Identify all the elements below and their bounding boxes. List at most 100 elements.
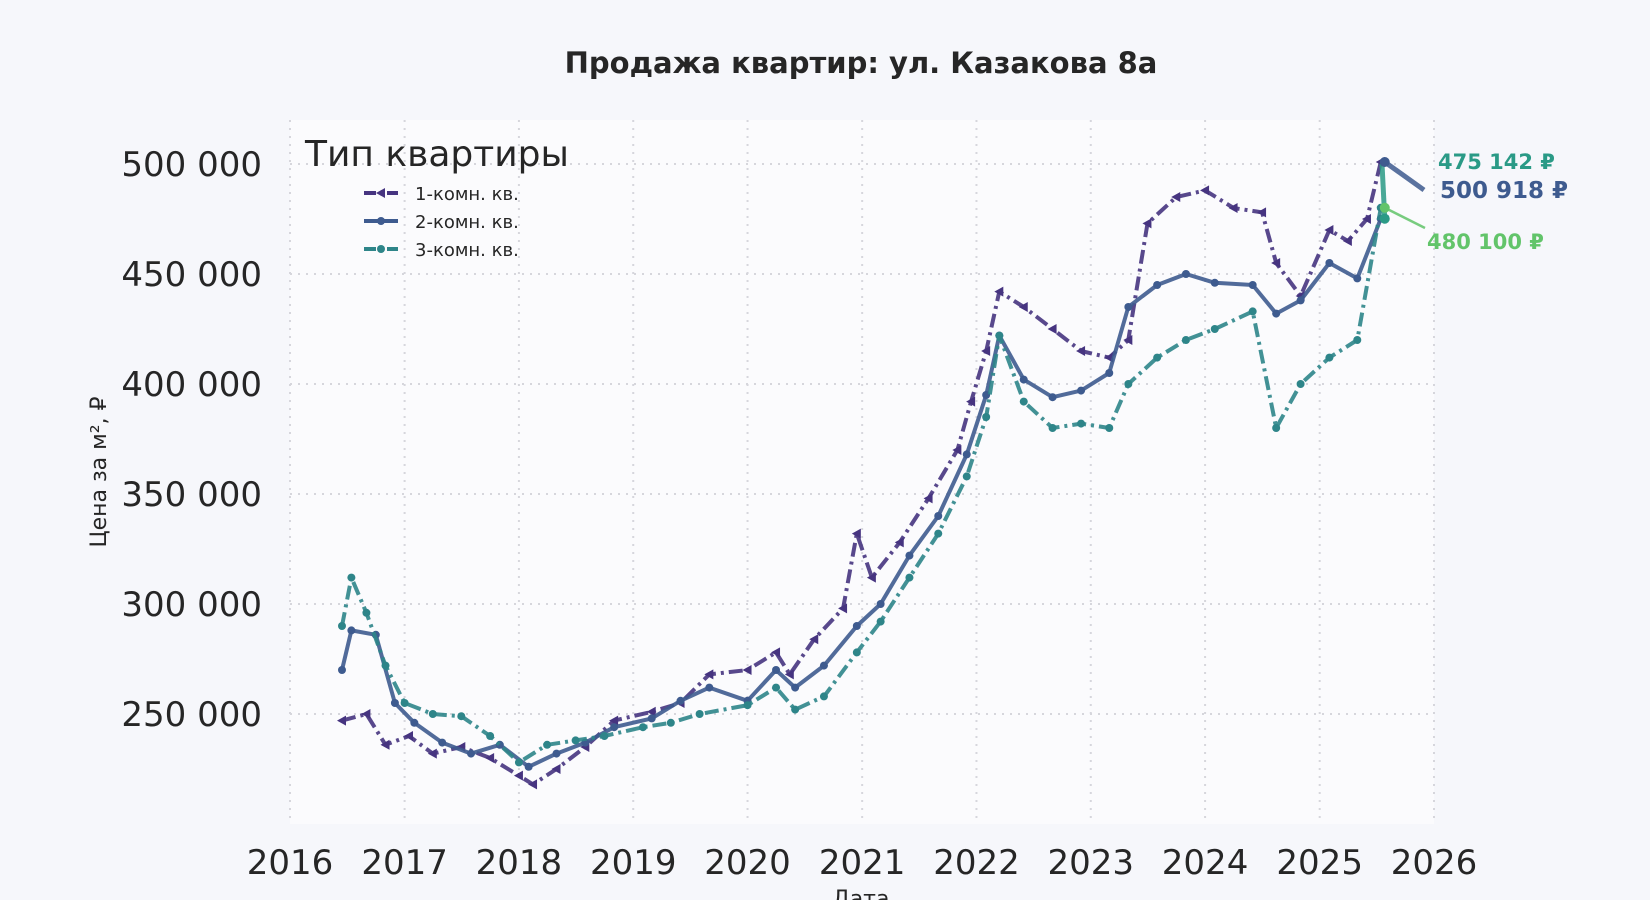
legend-title: Тип квартиры bbox=[304, 134, 569, 175]
x-tick-label: 2018 bbox=[476, 843, 563, 883]
data-point bbox=[610, 723, 619, 732]
x-tick-label: 2023 bbox=[1048, 843, 1135, 883]
x-axis-label: Дата bbox=[833, 887, 890, 900]
data-point bbox=[666, 718, 675, 727]
data-point bbox=[486, 732, 495, 740]
y-tick-label: 400 000 bbox=[121, 365, 262, 405]
x-tick-label: 2016 bbox=[247, 843, 334, 883]
data-point bbox=[1077, 386, 1086, 395]
data-point bbox=[1123, 335, 1133, 345]
data-point bbox=[994, 286, 1004, 297]
grid bbox=[289, 120, 1435, 824]
data-point bbox=[851, 528, 861, 539]
chart-title: Продажа квартир: ул. Казакова 8а bbox=[565, 46, 1158, 80]
data-point bbox=[852, 622, 861, 630]
data-point bbox=[1353, 336, 1362, 344]
annotation-arrowhead bbox=[1379, 213, 1390, 224]
data-point bbox=[852, 648, 861, 657]
annotation-arrowhead bbox=[1379, 156, 1390, 167]
annotation-arrowhead bbox=[1379, 202, 1390, 213]
data-point bbox=[982, 413, 991, 421]
series-group bbox=[336, 156, 1385, 790]
data-point bbox=[1019, 397, 1028, 406]
data-point bbox=[438, 738, 447, 747]
data-point bbox=[1153, 281, 1162, 289]
data-point bbox=[742, 665, 752, 675]
data-point bbox=[347, 573, 356, 582]
data-point bbox=[1296, 296, 1305, 305]
data-point bbox=[428, 710, 437, 718]
x-tick-label: 2020 bbox=[704, 843, 791, 883]
data-point bbox=[1105, 369, 1114, 377]
data-point bbox=[514, 758, 523, 767]
data-point bbox=[784, 669, 794, 680]
annotations: 475 142 ₽ 500 918 ₽ 480 100 ₽ bbox=[1379, 150, 1568, 254]
data-point bbox=[347, 626, 356, 635]
data-point bbox=[571, 736, 580, 745]
series-line bbox=[340, 217, 1383, 769]
data-point bbox=[1272, 424, 1281, 432]
annotation-label: 500 918 ₽ bbox=[1440, 178, 1568, 204]
data-point bbox=[923, 493, 933, 504]
y-tick-label: 450 000 bbox=[121, 255, 262, 295]
data-point bbox=[646, 706, 656, 717]
data-point bbox=[809, 634, 819, 645]
series-3 bbox=[337, 203, 1385, 767]
data-point bbox=[551, 764, 561, 774]
legend-marker bbox=[377, 245, 385, 253]
data-point bbox=[467, 749, 476, 758]
data-point bbox=[1353, 274, 1362, 283]
data-point bbox=[404, 731, 414, 741]
data-point bbox=[905, 551, 914, 560]
legend: Тип квартиры 1-комн. кв. 2-комн. кв. 3-ком… bbox=[304, 134, 569, 261]
data-point bbox=[1181, 336, 1190, 344]
data-point bbox=[1271, 258, 1281, 268]
data-point bbox=[1077, 419, 1086, 428]
data-point bbox=[1296, 380, 1305, 388]
data-point bbox=[866, 572, 876, 583]
legend-entry: 1-комн. кв. bbox=[415, 184, 519, 205]
data-point bbox=[1272, 309, 1281, 318]
data-point bbox=[1248, 307, 1257, 316]
y-tick-label: 250 000 bbox=[121, 695, 262, 735]
data-point bbox=[952, 445, 962, 455]
data-point bbox=[1361, 214, 1371, 224]
data-point bbox=[609, 715, 619, 726]
legend-entry: 3-комн. кв. bbox=[415, 240, 519, 261]
x-tick-label: 2022 bbox=[933, 843, 1020, 883]
x-ticks: 2016 2017 2018 2019 2020 2021 2022 2023 2024 2025… bbox=[247, 843, 1478, 883]
x-tick-label: 2025 bbox=[1276, 843, 1363, 883]
y-ticks: 250 000 300 000 350 000 400 000 450 000 500 0… bbox=[121, 145, 262, 735]
data-point bbox=[552, 749, 561, 758]
data-point bbox=[934, 529, 943, 538]
data-point bbox=[1257, 207, 1267, 218]
data-point bbox=[772, 666, 781, 674]
data-point bbox=[894, 537, 904, 548]
annotation-label: 480 100 ₽ bbox=[1427, 230, 1544, 254]
data-point bbox=[1342, 236, 1352, 246]
data-point bbox=[1153, 353, 1162, 362]
data-point bbox=[337, 622, 346, 630]
data-point bbox=[1181, 270, 1190, 278]
data-point bbox=[819, 661, 828, 670]
data-point bbox=[981, 346, 991, 356]
data-point bbox=[1124, 380, 1133, 388]
data-point bbox=[1076, 346, 1086, 356]
data-point bbox=[876, 600, 885, 608]
data-point bbox=[1324, 225, 1334, 235]
data-point bbox=[524, 762, 533, 771]
data-point bbox=[528, 779, 538, 790]
data-point bbox=[410, 718, 419, 727]
series-line bbox=[341, 161, 1383, 787]
data-point bbox=[1105, 424, 1114, 432]
data-point bbox=[1248, 281, 1257, 289]
data-point bbox=[390, 699, 399, 707]
data-point bbox=[1210, 325, 1219, 333]
data-point bbox=[1228, 203, 1238, 213]
data-point bbox=[962, 450, 971, 459]
data-point bbox=[704, 669, 714, 680]
data-point bbox=[743, 701, 752, 710]
annotation-arrow bbox=[1384, 206, 1426, 230]
annotation-arrow bbox=[1383, 159, 1426, 193]
